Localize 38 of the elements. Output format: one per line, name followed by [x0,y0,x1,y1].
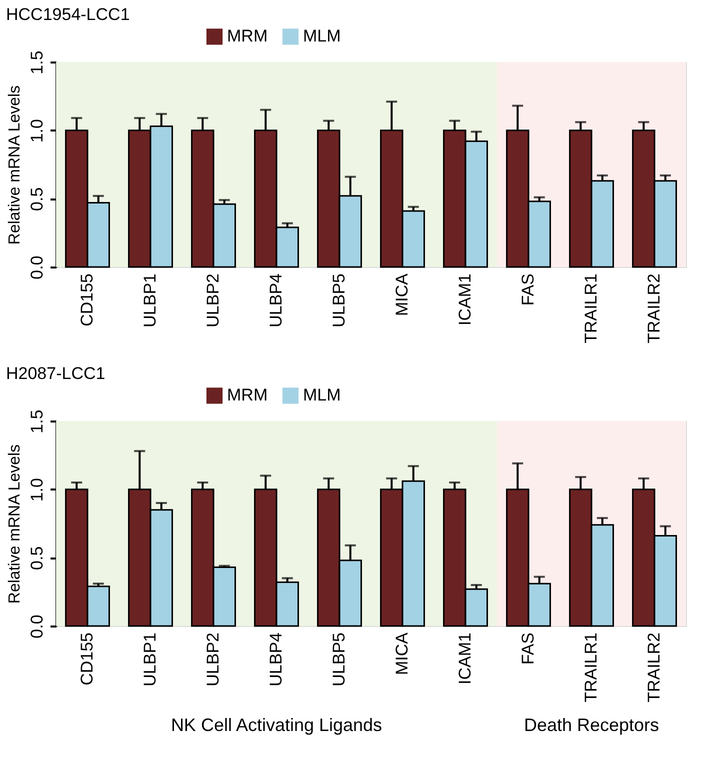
y-tick-label: 1.5 [28,410,46,434]
y-axis-title: Relative mRNA Levels [6,444,24,604]
x-tick-label: ULBP5 [330,632,348,686]
x-tick-label: CD155 [78,632,96,686]
x-tick-label: CD155 [78,274,96,326]
x-tick-label: ICAM1 [456,274,474,326]
y-tick-label: 0.0 [28,614,46,638]
legend-label: MRM [227,26,268,46]
x-tick-label: ULBP1 [140,274,160,328]
x-tick-label: MICA [392,632,412,675]
x-tick-label: ULBP4 [266,632,286,686]
legend-label: MLM [303,26,341,46]
x-tick-label: ULBP2 [204,274,222,328]
chart-title: HCC1954-LCC1 [6,5,130,24]
text: NK Cell Activating Ligands [170,715,382,735]
y-tick-label: 1.0 [28,478,46,502]
x-tick-label: TRAILR2 [644,632,664,702]
x-tick-label: TRAILR1 [582,632,600,702]
y-axis-title: Relative mRNA Levels [6,85,24,245]
x-tick-label: MICA [392,272,412,316]
legend-label: MRM [227,386,268,405]
y-tick-label: 0.5 [28,187,46,211]
x-tick-label: ULBP4 [266,274,286,328]
x-tick-label: ICAM1 [456,632,474,684]
x-tick-label: TRAILR1 [582,274,600,344]
x-tick-label: ULBP5 [330,274,348,328]
chart-title: H2087-LCC1 [6,364,106,383]
x-tick-label: ULBP2 [204,632,222,686]
y-tick-label: 0.0 [28,256,46,280]
text: Death Receptors [524,715,660,735]
x-tick-label: ULBP1 [140,632,160,686]
x-tick-label: FAS [518,632,538,665]
y-tick-label: 1.0 [28,119,46,143]
y-tick-label: 0.5 [28,546,46,570]
x-tick-label: TRAILR2 [644,274,664,344]
legend-label: MLM [303,386,341,405]
y-tick-label: 1.5 [28,50,46,74]
x-tick-label: FAS [518,274,538,306]
